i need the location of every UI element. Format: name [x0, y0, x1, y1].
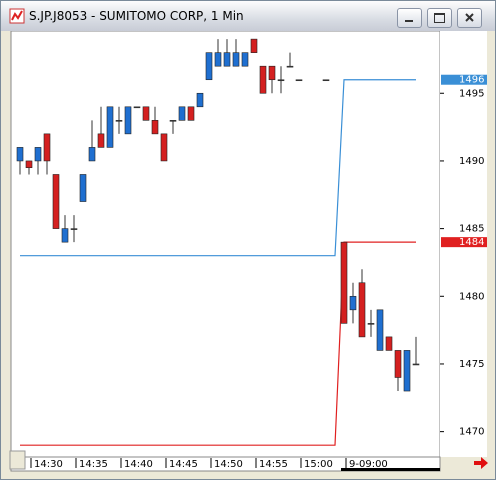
y-tick-label: 1475 — [459, 359, 484, 370]
x-tick-label: 14:35 — [79, 459, 108, 470]
price-tag — [441, 237, 487, 248]
candle-body — [232, 52, 240, 67]
x-tick-label: 14:30 — [34, 459, 63, 470]
candle-body — [295, 79, 303, 82]
x-tick-label: 14:50 — [214, 459, 243, 470]
candle-body — [52, 174, 60, 229]
candle-body — [367, 323, 375, 325]
candle-body — [151, 120, 159, 135]
x-tick-label: 14:40 — [124, 459, 153, 470]
window-title: S.JP.J8053 - SUMITOMO CORP, 1 Min — [29, 9, 244, 23]
candle-body — [70, 228, 78, 230]
candle-body — [115, 120, 123, 122]
candle-body — [412, 363, 420, 366]
close-button[interactable] — [457, 8, 482, 28]
y-tick-label: 1480 — [459, 291, 484, 302]
candle-body — [124, 106, 132, 135]
candle-body — [196, 92, 204, 108]
candle-body — [358, 282, 366, 338]
candle-body — [43, 133, 51, 162]
minimize-button[interactable] — [397, 8, 422, 28]
x-tick-label: 9-09:00 — [349, 459, 388, 470]
scroll-arrow[interactable] — [474, 457, 488, 469]
x-tick-label: 15:00 — [304, 459, 333, 470]
price-tag-label: 1496 — [459, 75, 484, 86]
x-tick-label: 14:45 — [169, 459, 198, 470]
day-marker — [341, 468, 440, 471]
candle-body — [61, 228, 69, 243]
candle-body — [385, 336, 393, 351]
candle-body — [160, 133, 168, 162]
candle-body — [79, 174, 87, 202]
level-line — [20, 241, 416, 446]
candle-body — [250, 38, 258, 53]
candle-body — [187, 106, 195, 121]
candle-body — [322, 79, 330, 82]
price-tag — [441, 74, 487, 85]
y-tick-label: 1470 — [459, 427, 484, 438]
candle-body — [223, 52, 231, 67]
candle-body — [106, 106, 114, 148]
candle-body — [178, 106, 186, 121]
y-tick-label: 1490 — [459, 156, 484, 167]
y-tick-label: 1495 — [459, 88, 484, 99]
candle-body — [133, 106, 141, 109]
candle-body — [205, 52, 213, 81]
chart: 1470 1475 1480 1485 1490 1495 14:30 14:35 14:40 1… — [9, 31, 488, 472]
y-tick-label: 1485 — [459, 224, 484, 235]
candle-body — [16, 147, 24, 162]
candle-body — [349, 295, 357, 311]
app-icon — [9, 8, 25, 24]
candle-body — [376, 309, 384, 351]
candle-body — [286, 65, 294, 68]
scroll-box[interactable] — [9, 450, 26, 470]
candle-body — [169, 120, 177, 122]
candle-body — [97, 133, 105, 148]
candle-body — [403, 350, 411, 392]
candle-body — [259, 65, 267, 94]
plot-area — [10, 31, 441, 458]
candle-body — [25, 160, 33, 169]
candle-body — [214, 52, 222, 67]
candle-body — [34, 147, 42, 162]
candle-body — [268, 65, 276, 81]
candle-body — [340, 241, 348, 324]
candle-body — [142, 106, 150, 121]
candle-body — [394, 350, 402, 378]
level-line — [20, 79, 416, 257]
x-tick-label: 14:55 — [259, 459, 288, 470]
price-tag-label: 1484 — [459, 237, 484, 248]
candle-body — [277, 79, 285, 82]
title-bar: S.JP.J8053 - SUMITOMO CORP, 1 Min — [1, 1, 495, 31]
candle-body — [88, 147, 96, 162]
candle-body — [241, 52, 249, 67]
maximize-button[interactable] — [427, 8, 452, 28]
